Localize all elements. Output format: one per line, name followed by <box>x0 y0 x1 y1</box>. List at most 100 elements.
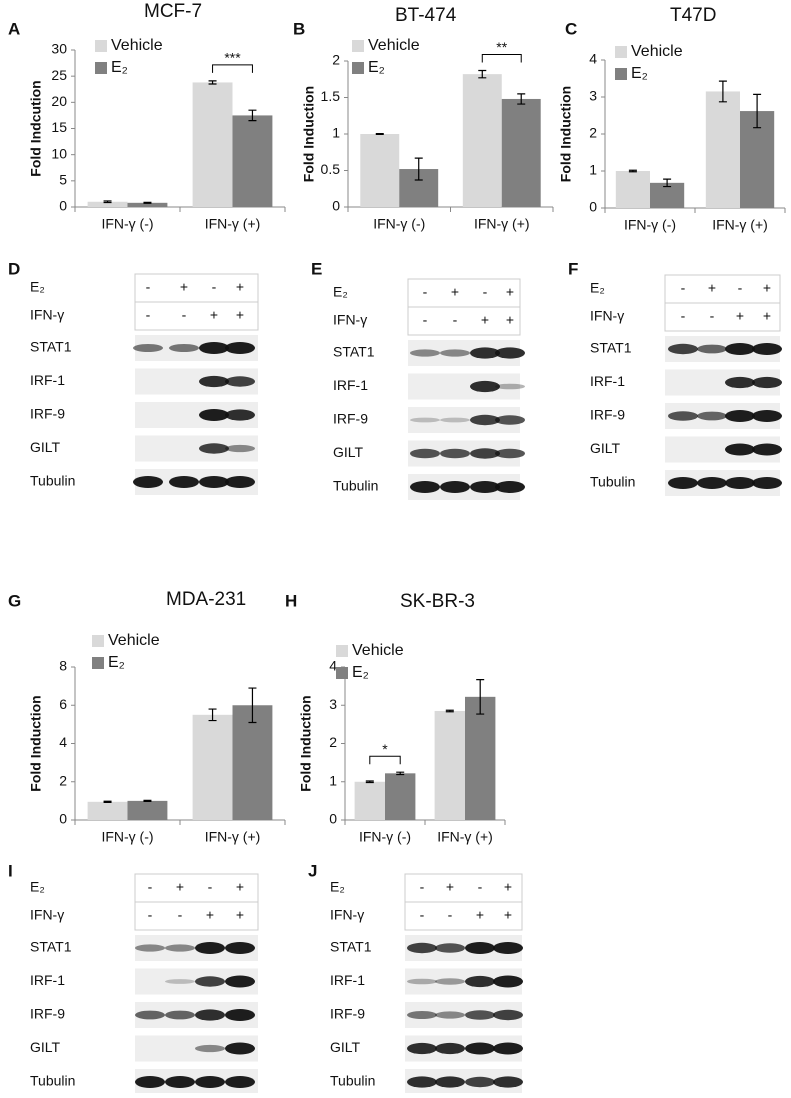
y-tick-label: 3 <box>589 88 597 104</box>
x-tick-label: IFN-γ (+) <box>437 829 493 845</box>
protein-label: IRF-9 <box>30 1006 65 1022</box>
protein-label: Tubulin <box>330 1073 375 1089</box>
panel-letter: I <box>8 861 13 880</box>
blot-band <box>225 1042 255 1055</box>
treatment-sign: + <box>481 312 489 328</box>
blot-band <box>133 344 163 352</box>
protein-label: GILT <box>30 439 61 455</box>
significance-bracket <box>481 53 522 63</box>
protein-label: STAT1 <box>590 340 632 356</box>
y-tick-label: 10 <box>51 145 67 161</box>
bar <box>192 82 233 207</box>
treatment-sign: - <box>710 308 715 324</box>
treatment-sign: + <box>763 280 771 296</box>
treatment-sign: - <box>478 879 483 895</box>
blot-band <box>407 978 437 985</box>
y-axis-label: Fold Induction <box>301 86 317 182</box>
error-bar <box>718 80 727 103</box>
protein-label: GILT <box>590 440 621 456</box>
protein-label: GILT <box>30 1039 61 1055</box>
treatment-sign: + <box>180 279 188 295</box>
treatment-label: IFN-γ <box>30 907 64 923</box>
protein-label: STAT1 <box>30 939 72 955</box>
y-tick-label: 2 <box>332 52 340 68</box>
treatment-sign: - <box>146 307 151 323</box>
treatment-sign: - <box>420 879 425 895</box>
blot-band <box>165 1010 195 1020</box>
bar <box>705 91 740 208</box>
blot-band <box>225 1076 255 1088</box>
y-tick-label: 1 <box>589 162 597 178</box>
error-bar <box>663 178 672 188</box>
y-tick-label: 20 <box>51 93 67 109</box>
blot-band <box>195 1044 225 1053</box>
error-bar <box>248 109 257 122</box>
bar <box>465 696 496 820</box>
protein-label: IRF-9 <box>30 406 65 422</box>
blot-band <box>697 411 727 421</box>
blot-band <box>440 349 470 357</box>
blot-band <box>169 476 199 488</box>
treatment-sign: + <box>708 280 716 296</box>
bar <box>501 98 541 207</box>
treatment-sign: - <box>182 307 187 323</box>
blot-band <box>225 975 255 988</box>
y-axis-label: Fold Indcution <box>28 80 44 176</box>
blot-band <box>165 944 195 952</box>
legend-label: E₂ <box>631 65 648 82</box>
error-bar <box>365 780 374 784</box>
legend-label: Vehicle <box>631 43 683 60</box>
treatment-label: IFN-γ <box>330 907 364 923</box>
treatment-sign: + <box>236 279 244 295</box>
treatment-box <box>134 901 259 931</box>
treatment-sign: + <box>763 308 771 324</box>
blot-band <box>752 410 782 422</box>
blot-band <box>752 376 782 389</box>
treatment-sign: + <box>506 284 514 300</box>
significance-bracket <box>212 64 253 73</box>
chart-title: BT-474 <box>395 5 457 26</box>
blot-band <box>410 349 440 357</box>
blot-band <box>495 415 525 425</box>
bar <box>127 800 168 820</box>
error-bar <box>143 799 152 803</box>
y-tick-label: 6 <box>59 696 67 712</box>
treatment-sign: + <box>451 284 459 300</box>
treatment-label: IFN-γ <box>333 312 367 328</box>
x-tick-label: IFN-γ (-) <box>373 216 425 232</box>
blot-band <box>435 978 465 985</box>
panel-letter: C <box>565 19 577 38</box>
treatment-sign: - <box>148 879 153 895</box>
legend-swatch <box>615 46 627 58</box>
protein-label: Tubulin <box>30 1073 75 1089</box>
blot-band <box>465 942 495 954</box>
treatment-box <box>664 302 781 332</box>
y-tick-label: 0 <box>332 198 340 214</box>
chart-title: SK-BR-3 <box>400 591 475 612</box>
treatment-sign: + <box>506 312 514 328</box>
error-bar <box>375 133 384 135</box>
y-tick-label: 1 <box>332 125 340 141</box>
blot-band <box>407 1011 437 1019</box>
treatment-sign: + <box>504 907 512 923</box>
blot-band <box>135 944 165 952</box>
protein-label: IRF-1 <box>590 373 625 389</box>
y-tick-label: 0 <box>59 198 67 214</box>
treatment-sign: - <box>448 907 453 923</box>
significance-label: ** <box>496 39 507 55</box>
treatment-sign: - <box>423 284 428 300</box>
treatment-label: IFN-γ <box>590 308 624 324</box>
treatment-sign: - <box>212 279 217 295</box>
blot-band <box>195 1009 225 1021</box>
treatment-sign: + <box>206 907 214 923</box>
y-tick-label: 1 <box>329 772 337 788</box>
blot-band <box>225 476 255 488</box>
treatment-sign: - <box>681 280 686 296</box>
protein-label: IRF-9 <box>330 1006 365 1022</box>
bar <box>354 781 385 820</box>
treatment-box <box>134 301 259 331</box>
y-tick-label: 0 <box>329 811 337 827</box>
chart-title: MDA-231 <box>166 589 246 610</box>
y-tick-label: 2 <box>329 734 337 750</box>
blot-band <box>668 477 698 489</box>
